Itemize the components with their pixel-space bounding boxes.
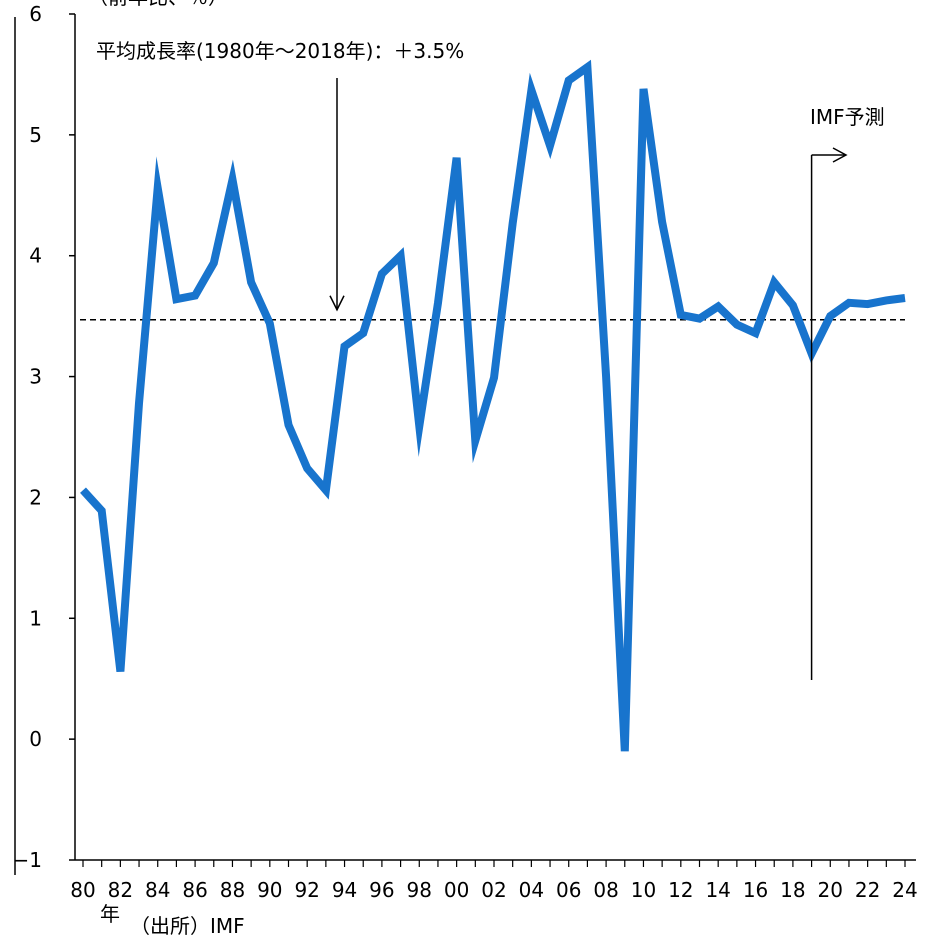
y-tick-label: 4 (29, 244, 42, 268)
x-axis-title: 年 (100, 902, 120, 926)
average-arrow (329, 78, 345, 312)
y-tick-label: 3 (29, 365, 42, 389)
y-tick-label: 2 (29, 485, 42, 509)
x-tick-label: 00 (444, 878, 469, 902)
y-tick-label: 0 (29, 727, 42, 751)
x-tick-label: 06 (556, 878, 581, 902)
x-tick-label: 04 (519, 878, 544, 902)
x-tick-label: 98 (407, 878, 432, 902)
x-tick-label: 10 (631, 878, 656, 902)
x-tick-label: 80 (70, 878, 95, 902)
x-tick-labels: 80 82 84 86 88 90 92 94 96 98 00 02 04 06 08 10 12 14 16 18… (70, 878, 917, 902)
data-points (82, 67, 906, 752)
x-tick-label: 12 (668, 878, 693, 902)
forecast-arrow-head (832, 147, 848, 163)
x-tick-label: 96 (369, 878, 394, 902)
x-tick-label: 88 (220, 878, 245, 902)
x-tick-label: 92 (294, 878, 319, 902)
x-tick-label: 22 (855, 878, 880, 902)
x-tick-label: 20 (818, 878, 843, 902)
y-tick-labels: −1 0 1 2 3 4 5 6 (13, 2, 42, 872)
y-tick-label: −1 (13, 848, 42, 872)
x-tick-label: 94 (332, 878, 357, 902)
x-tick-label: 90 (257, 878, 282, 902)
source-note: （出所）IMF (130, 914, 245, 938)
x-tick-label: 84 (145, 878, 170, 902)
forecast-label: IMF予測 (810, 105, 885, 129)
x-tick-label: 16 (743, 878, 768, 902)
axes (69, 13, 916, 867)
series-line (80, 59, 906, 752)
x-tick-label: 18 (780, 878, 805, 902)
x-tick-label: 02 (481, 878, 506, 902)
x-tick-label: 08 (593, 878, 618, 902)
average-arrow-head (329, 295, 345, 312)
forecast-bracket (810, 147, 848, 680)
x-tick-label: 86 (182, 878, 207, 902)
y-tick-label: 6 (29, 2, 42, 26)
y-tick-label: 5 (29, 123, 42, 147)
y-tick-label: 1 (29, 606, 42, 630)
x-tick-label: 24 (892, 878, 917, 902)
x-tick-label: 14 (705, 878, 730, 902)
x-tick-label: 82 (108, 878, 133, 902)
average-label: 平均成長率(1980年〜2018年)：＋3.5% (96, 39, 464, 63)
y-axis-title: （前年比、％） (88, 0, 228, 9)
